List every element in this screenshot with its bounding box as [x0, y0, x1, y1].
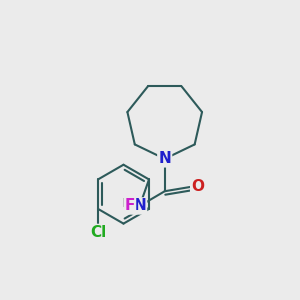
Text: N: N [133, 198, 146, 213]
Text: Cl: Cl [90, 225, 106, 240]
Text: N: N [158, 151, 171, 166]
Text: O: O [191, 179, 204, 194]
Text: H: H [122, 197, 133, 210]
Text: F: F [125, 198, 135, 213]
